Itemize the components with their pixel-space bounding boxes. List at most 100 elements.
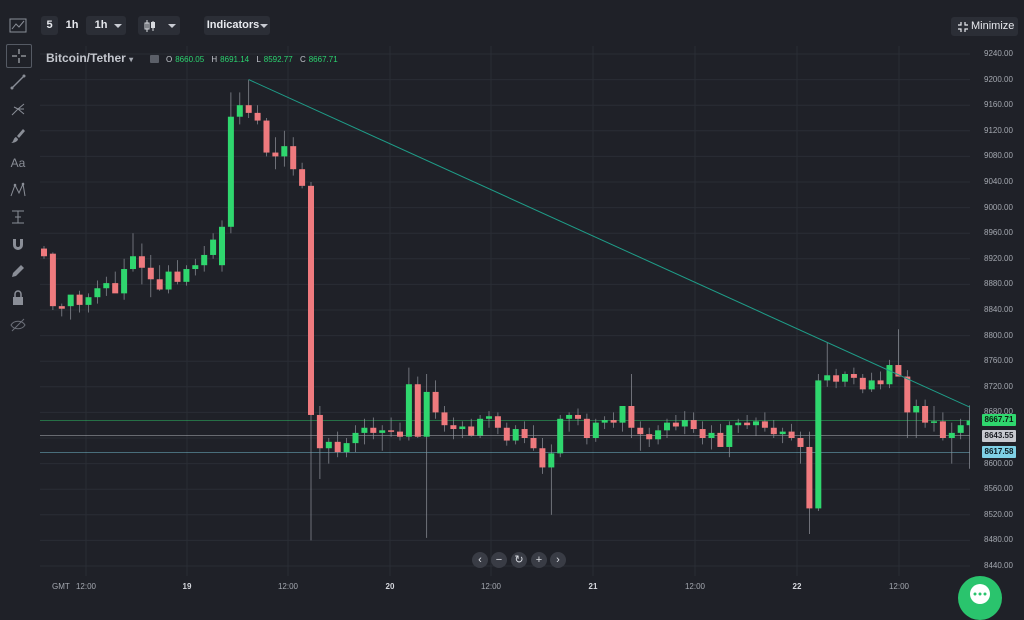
- candle[interactable]: [610, 412, 617, 428]
- candle[interactable]: [904, 370, 911, 438]
- candle[interactable]: [948, 422, 955, 464]
- fork-icon[interactable]: [6, 98, 30, 120]
- candle[interactable]: [779, 427, 786, 444]
- candle[interactable]: [263, 118, 270, 157]
- candle[interactable]: [290, 137, 297, 176]
- interval-1h-button[interactable]: 1h: [65, 19, 79, 31]
- magnet-icon[interactable]: [6, 233, 30, 255]
- candle[interactable]: [405, 367, 412, 441]
- candle[interactable]: [156, 265, 163, 291]
- candle[interactable]: [41, 246, 47, 259]
- interval-5-button[interactable]: 5: [41, 16, 58, 35]
- candle[interactable]: [557, 414, 564, 458]
- indicators-button[interactable]: Indicators: [204, 16, 270, 35]
- candle[interactable]: [49, 252, 56, 310]
- candle[interactable]: [432, 380, 439, 419]
- candle[interactable]: [601, 416, 608, 430]
- candle[interactable]: [672, 414, 679, 431]
- candle[interactable]: [931, 406, 937, 432]
- candle[interactable]: [58, 303, 65, 317]
- candle[interactable]: [459, 421, 466, 438]
- candle[interactable]: [210, 233, 217, 259]
- candle[interactable]: [548, 444, 555, 515]
- candle[interactable]: [334, 431, 341, 458]
- candle[interactable]: [583, 413, 590, 445]
- candle[interactable]: [512, 425, 519, 445]
- candle[interactable]: [886, 359, 893, 389]
- candle[interactable]: [939, 412, 946, 441]
- pattern-icon[interactable]: [6, 179, 30, 201]
- candle[interactable]: [201, 246, 208, 272]
- candle[interactable]: [352, 425, 359, 453]
- candle[interactable]: [637, 421, 644, 451]
- candle[interactable]: [67, 294, 74, 320]
- candle[interactable]: [165, 265, 172, 294]
- candle[interactable]: [717, 423, 724, 447]
- candle[interactable]: [85, 293, 92, 313]
- candle[interactable]: [121, 258, 128, 300]
- candle[interactable]: [299, 162, 306, 189]
- candle[interactable]: [183, 265, 190, 286]
- candle[interactable]: [227, 92, 234, 234]
- reset-button[interactable]: ↻: [511, 552, 527, 568]
- candle[interactable]: [895, 329, 902, 377]
- trend-line[interactable]: [248, 79, 970, 412]
- candle[interactable]: [468, 418, 475, 437]
- candle[interactable]: [655, 425, 662, 445]
- candle[interactable]: [192, 258, 199, 276]
- candle[interactable]: [770, 420, 777, 438]
- candle[interactable]: [219, 220, 225, 272]
- candle[interactable]: [744, 414, 751, 430]
- candle[interactable]: [592, 418, 599, 442]
- candle[interactable]: [966, 405, 970, 469]
- candle[interactable]: [103, 276, 110, 296]
- candle[interactable]: [735, 418, 742, 433]
- chart-pane[interactable]: [40, 46, 970, 576]
- pencil-icon[interactable]: [6, 260, 30, 282]
- brush-icon[interactable]: [6, 125, 30, 147]
- candle[interactable]: [281, 130, 288, 167]
- candle[interactable]: [316, 406, 323, 479]
- chart-type-select[interactable]: [138, 16, 180, 35]
- candle[interactable]: [486, 411, 492, 428]
- candle[interactable]: [272, 137, 279, 170]
- candle[interactable]: [566, 412, 573, 432]
- candle[interactable]: [441, 406, 448, 432]
- candle[interactable]: [646, 427, 653, 447]
- candlestick-chart[interactable]: [40, 46, 970, 576]
- candle[interactable]: [753, 417, 759, 436]
- interval-select[interactable]: 1h: [86, 16, 126, 35]
- candle[interactable]: [806, 431, 813, 534]
- candle[interactable]: [539, 438, 546, 474]
- eye-hide-icon[interactable]: [6, 314, 30, 336]
- candle[interactable]: [94, 280, 101, 304]
- chat-button[interactable]: [958, 576, 1002, 620]
- candle[interactable]: [138, 243, 145, 285]
- candle[interactable]: [245, 79, 252, 118]
- candle[interactable]: [503, 422, 510, 446]
- candle[interactable]: [699, 421, 706, 445]
- candle[interactable]: [370, 417, 377, 440]
- candle[interactable]: [325, 438, 332, 464]
- candle[interactable]: [575, 408, 581, 426]
- candle[interactable]: [868, 372, 875, 392]
- candle[interactable]: [957, 418, 964, 440]
- candle[interactable]: [788, 423, 795, 441]
- candle[interactable]: [112, 271, 119, 294]
- candle[interactable]: [174, 260, 181, 285]
- lock-icon[interactable]: [6, 287, 30, 309]
- candle[interactable]: [76, 290, 83, 313]
- candle[interactable]: [147, 254, 154, 298]
- chart-line-icon[interactable]: [6, 15, 30, 37]
- candle[interactable]: [761, 412, 768, 432]
- candle[interactable]: [130, 233, 136, 272]
- scroll-left-button[interactable]: ‹: [472, 552, 488, 568]
- candle[interactable]: [913, 399, 920, 438]
- candle[interactable]: [530, 425, 537, 451]
- scroll-right-button[interactable]: ›: [550, 552, 566, 568]
- zoom-out-button[interactable]: −: [491, 552, 507, 568]
- crosshair-icon[interactable]: [6, 44, 32, 68]
- symbol-title[interactable]: Bitcoin/Tether ▾: [46, 51, 133, 65]
- candle[interactable]: [681, 411, 688, 435]
- candle[interactable]: [379, 425, 386, 451]
